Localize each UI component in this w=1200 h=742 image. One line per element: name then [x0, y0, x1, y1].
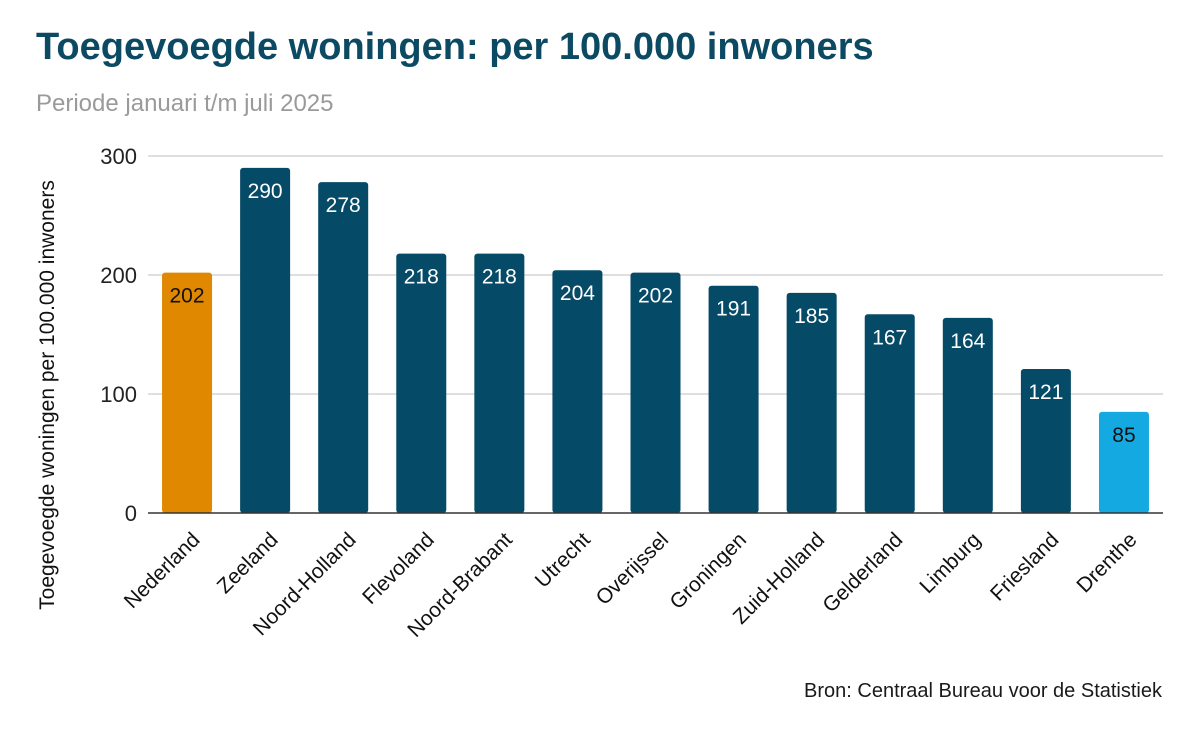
x-tick-label: Utrecht: [531, 528, 595, 592]
y-tick-label: 100: [100, 382, 137, 407]
x-tick-label: Limburg: [915, 528, 985, 598]
bar: [1098, 411, 1149, 513]
x-tick-label: Flevoland: [358, 528, 439, 609]
data-label: 185: [794, 305, 829, 328]
x-tick-label: Zeeland: [213, 528, 283, 598]
data-label: 164: [950, 330, 985, 353]
y-tick-label: 300: [100, 144, 137, 169]
bar: [474, 253, 525, 513]
bar: [864, 314, 915, 513]
y-tick-label: 0: [125, 501, 137, 526]
data-label: 121: [1028, 381, 1063, 404]
bar: [1020, 369, 1071, 513]
data-label: 202: [170, 285, 205, 308]
data-label: 278: [326, 194, 361, 217]
data-label: 167: [872, 326, 907, 349]
y-axis-label: Toegevoegde woningen per 100.000 inwoner…: [36, 180, 59, 610]
y-tick-label: 200: [100, 263, 137, 288]
bar: [786, 292, 837, 513]
data-label: 218: [404, 266, 439, 289]
data-labels: 202 290 278 218 218 204 202 191 185 167 164 121 85: [170, 180, 1136, 447]
y-axis-ticks: 0 100 200 300: [100, 144, 137, 526]
chart-title: Toegevoegde woningen: per 100.000 inwone…: [36, 26, 874, 68]
data-label: 204: [560, 282, 595, 305]
data-label: 218: [482, 266, 517, 289]
bars: [162, 167, 1149, 513]
bar: [630, 272, 681, 513]
x-tick-label: Friesland: [986, 528, 1063, 605]
bar: [240, 167, 291, 513]
bar: [318, 182, 369, 513]
x-tick-label: Nederland: [120, 528, 205, 613]
data-label: 191: [716, 298, 751, 321]
chart-subtitle: Periode januari t/m juli 2025: [36, 90, 334, 117]
x-tick-label: Drenthe: [1072, 528, 1141, 597]
source-note: Bron: Centraal Bureau voor de Statistiek: [804, 680, 1162, 702]
data-label: 290: [248, 180, 283, 203]
x-axis-ticks: Nederland ZeelandNoord-HollandFlevolandNo…: [120, 528, 1142, 642]
bar: [162, 272, 213, 513]
data-label: 85: [1112, 424, 1135, 447]
x-tick-label: Groningen: [665, 528, 751, 614]
bar: [942, 317, 993, 513]
x-tick-label: Gelderland: [818, 528, 907, 617]
data-label: 202: [638, 285, 673, 308]
x-tick-label: Overijssel: [592, 528, 673, 609]
bar: [708, 285, 759, 513]
bar: [396, 253, 447, 513]
bar: [552, 270, 603, 513]
